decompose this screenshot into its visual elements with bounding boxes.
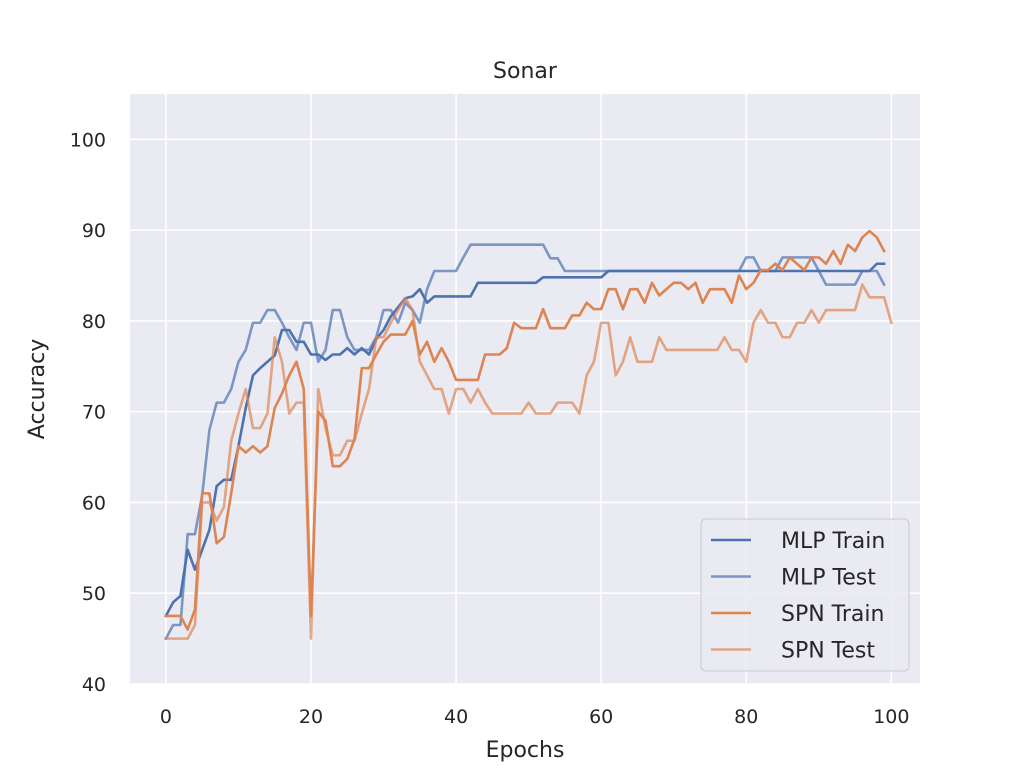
x-tick-label: 60	[589, 706, 613, 728]
y-axis-label: Accuracy	[25, 339, 50, 439]
y-tick-label: 50	[82, 583, 106, 605]
chart-title: Sonar	[493, 59, 558, 84]
legend-entry: SPN Test	[781, 639, 875, 664]
x-tick-label: 0	[160, 706, 172, 728]
legend-box	[700, 518, 910, 672]
legend-entry: MLP Test	[781, 566, 876, 591]
legend-entry: MLP Train	[781, 529, 885, 554]
y-tick-label: 70	[82, 402, 106, 424]
y-tick-label: 60	[82, 492, 106, 514]
y-tick-label: 80	[82, 311, 106, 333]
legend-entry: SPN Train	[781, 602, 884, 627]
x-tick-label: 80	[734, 706, 758, 728]
legend: MLP Train MLP Test SPN Train SPN Test	[700, 518, 910, 672]
x-tick-label: 40	[444, 706, 468, 728]
x-tick-label: 100	[873, 706, 909, 728]
y-tick-label: 100	[70, 129, 106, 151]
tick-labels: 0 20 40 60 80 100 40 50 60 70 80 90 100	[70, 129, 910, 728]
y-tick-label: 90	[82, 220, 106, 242]
x-axis-label: Epochs	[486, 738, 565, 763]
y-tick-label: 40	[82, 674, 106, 696]
x-tick-label: 20	[299, 706, 323, 728]
series-lines	[164, 229, 893, 641]
series-line-spn-test	[164, 283, 893, 640]
